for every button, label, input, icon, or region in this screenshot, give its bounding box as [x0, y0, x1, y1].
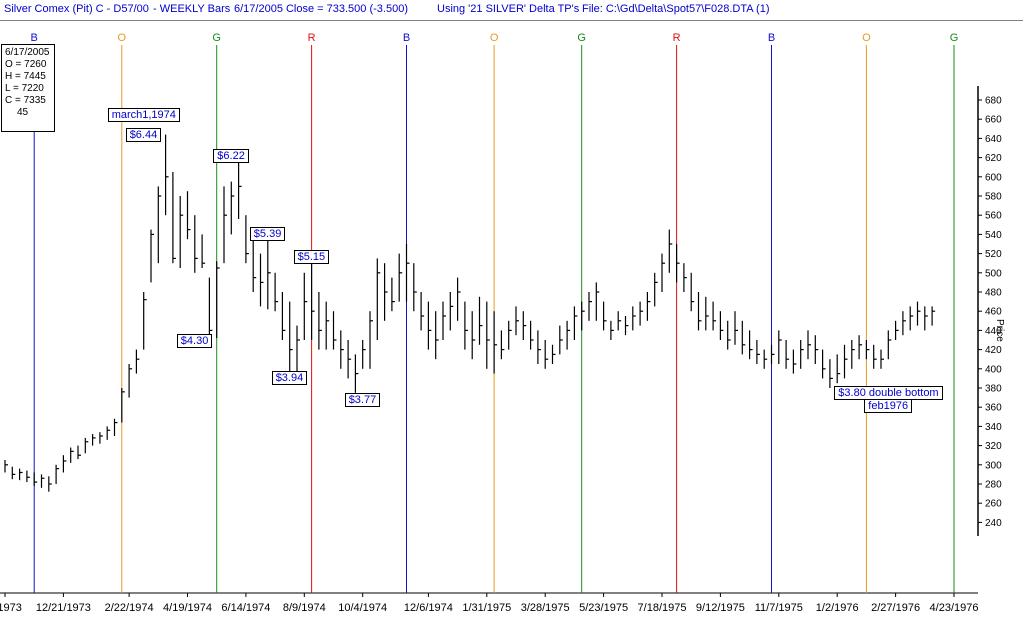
turning-point-letter: G	[950, 32, 959, 44]
instrument-name: Silver Comex (Pit) C - D57/00	[4, 3, 149, 15]
x-tick-label: 2/22/1974	[105, 602, 154, 614]
y-tick-label: 500	[985, 268, 1002, 279]
y-tick-label: 440	[985, 326, 1002, 337]
turning-point-letter: B	[31, 32, 38, 44]
y-tick-label: 640	[985, 134, 1002, 145]
y-tick-label: 560	[985, 211, 1002, 222]
y-tick-label: 260	[985, 499, 1002, 510]
y-tick-label: 680	[985, 96, 1002, 107]
bar-period: - WEEKLY Bars	[153, 3, 231, 15]
y-tick-label: 580	[985, 192, 1002, 203]
x-tick-label: 10/4/1974	[338, 602, 387, 614]
y-tick-label: 420	[985, 345, 1002, 356]
x-tick-label: 4/23/1976	[930, 602, 979, 614]
turning-point-letter: B	[768, 32, 775, 44]
x-tick-label: 12/6/1974	[404, 602, 453, 614]
price-annotation: $3.77	[344, 392, 381, 407]
price-annotation: $6.22	[213, 148, 249, 163]
y-tick-label: 340	[985, 422, 1002, 433]
x-tick-label: 6/14/1974	[221, 602, 270, 614]
x-tick-label: 2/27/1976	[871, 602, 920, 614]
data-file-path: File: C:\Gd\Delta\Spot57\F028.DTA (1)	[582, 3, 770, 15]
turning-point-letter: O	[490, 32, 499, 44]
turning-point-set: Using '21 SILVER' Delta TP's	[437, 3, 580, 15]
x-tick-label: 7/18/1975	[638, 602, 687, 614]
turning-point-letter: R	[673, 32, 681, 44]
info-low: L = 7220	[5, 83, 44, 94]
y-tick-label: 620	[985, 153, 1002, 164]
ohlc-info-box: 6/17/2005 O = 7260 H = 7445 L = 7220 C =…	[1, 44, 55, 132]
x-tick-label: 5/23/1975	[579, 602, 628, 614]
x-tick-label: 12/21/1973	[36, 602, 91, 614]
y-tick-label: 660	[985, 115, 1002, 126]
y-tick-label: 520	[985, 249, 1002, 260]
y-tick-label: 300	[985, 460, 1002, 471]
y-tick-label: 540	[985, 230, 1002, 241]
turning-point-letter: R	[308, 32, 316, 44]
price-annotation: march1,1974	[107, 108, 180, 123]
price-annotation: $5.15	[293, 250, 330, 265]
y-tick-label: 480	[985, 288, 1002, 299]
y-tick-label: 380	[985, 384, 1002, 395]
info-close: C = 7335	[5, 95, 46, 106]
plot-frame: 240 260 280 300 320 340 360 380 400 420 440 460 480 5…	[0, 20, 1023, 626]
y-tick-label: 360	[985, 403, 1002, 414]
price-annotation: feb1976	[864, 399, 913, 414]
info-open: O = 7260	[5, 59, 47, 70]
y-tick-label: 240	[985, 518, 1002, 529]
x-tick-label: 3/28/1975	[521, 602, 570, 614]
x-tick-label: 1/31/1975	[462, 602, 511, 614]
turning-point-letter: O	[862, 32, 871, 44]
y-tick-label: 320	[985, 441, 1002, 452]
y-tick-label: 460	[985, 307, 1002, 318]
chart-title-bar: Silver Comex (Pit) C - D57/00 - WEEKLY B…	[0, 0, 1024, 20]
x-tick-label: 9/12/1975	[696, 602, 745, 614]
last-quote: 6/17/2005 Close = 733.500 (-3.500)	[234, 3, 408, 15]
turning-point-letter: O	[118, 32, 127, 44]
y-tick-label: 600	[985, 172, 1002, 183]
y-axis-label: Price	[994, 319, 1005, 342]
turning-point-letter: B	[403, 32, 410, 44]
turning-point-letter: G	[212, 32, 221, 44]
info-high: H = 7445	[5, 71, 46, 82]
y-tick-label: 280	[985, 480, 1002, 491]
info-date: 6/17/2005	[5, 47, 50, 58]
price-chart: 240 260 280 300 320 340 360 380 400 420 440 460 480 5…	[0, 32, 1002, 614]
x-tick-label: 11/7/1975	[755, 602, 803, 614]
price-annotation: $3.80 double bottom	[834, 385, 943, 400]
x-tick-label: 4/19/1974	[163, 602, 212, 614]
price-annotation: $3.94	[271, 371, 308, 386]
price-annotation: $5.39	[249, 227, 286, 242]
info-count: 45	[17, 107, 29, 118]
x-tick-label: 8/9/1974	[283, 602, 326, 614]
turning-point-letter: G	[577, 32, 586, 44]
y-tick-label: 400	[985, 364, 1002, 375]
x-tick-label: 1/2/1976	[816, 602, 859, 614]
x-tick-label: 9/1973	[0, 602, 22, 614]
price-annotation: $6.44	[125, 127, 162, 142]
price-annotation: $4.30	[176, 333, 213, 348]
